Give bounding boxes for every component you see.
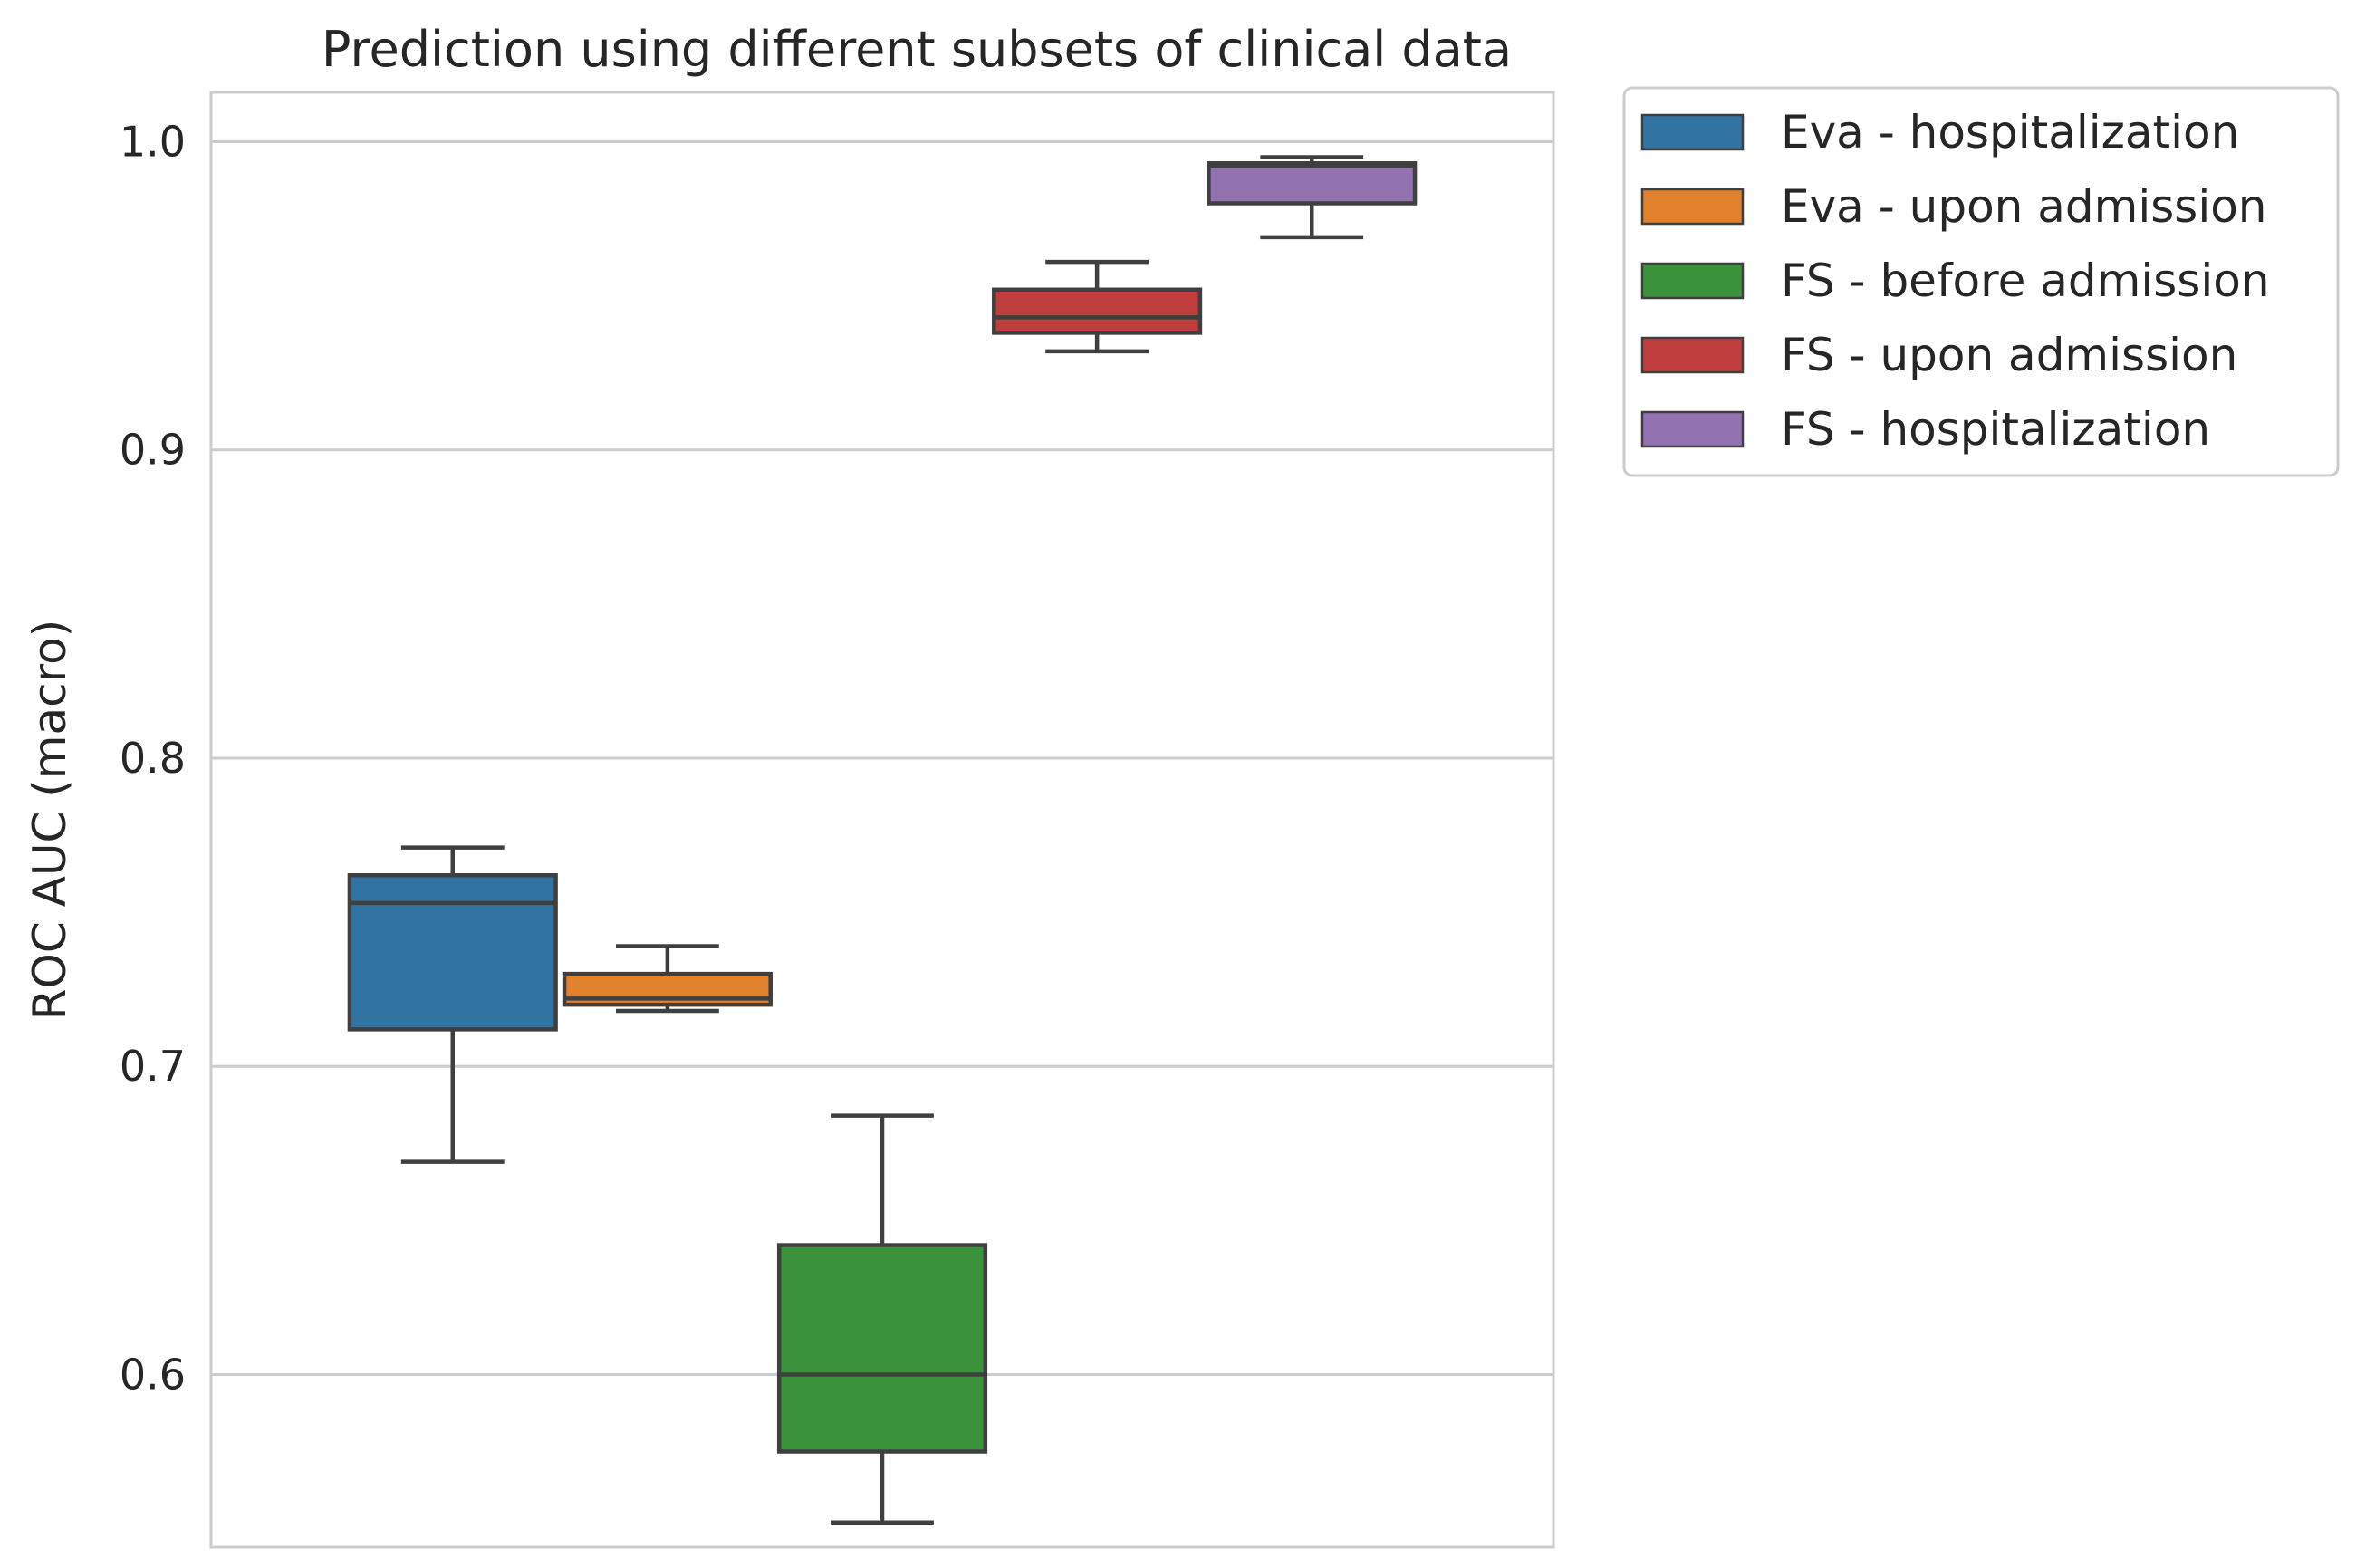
box-plots [347, 155, 1418, 1525]
plot-frame [209, 91, 1555, 1549]
legend-label: Eva - hospitalization [1781, 106, 2239, 159]
box [992, 287, 1203, 335]
y-tick-label: 0.7 [120, 1042, 186, 1091]
legend-swatch [1640, 336, 1745, 374]
legend-label: FS - before admission [1781, 255, 2270, 307]
legend-label: FS - hospitalization [1781, 403, 2210, 456]
y-tick-label: 1.0 [120, 117, 186, 166]
box-plot [1207, 155, 1418, 240]
y-tick-label: 0.8 [120, 734, 186, 783]
legend: Eva - hospitalization Eva - upon admissio… [1622, 86, 2340, 477]
box [347, 872, 558, 1032]
legend-swatch [1640, 188, 1745, 226]
legend-item: Eva - hospitalization [1640, 106, 2239, 159]
legend-swatch [1640, 410, 1745, 448]
gridlines [211, 139, 1553, 1376]
y-tick-labels: 0.6 0.7 0.8 0.9 1.0 [120, 117, 186, 1399]
box [1207, 161, 1418, 206]
legend-frame [1622, 86, 2340, 477]
legend-item: FS - before admission [1640, 255, 2270, 307]
box [776, 1243, 988, 1454]
legend-label: Eva - upon admission [1781, 180, 2267, 233]
box-plot [776, 1113, 988, 1525]
legend-label: FS - upon admission [1781, 329, 2237, 381]
legend-item: FS - hospitalization [1640, 403, 2210, 456]
box-plot [347, 845, 558, 1164]
legend-swatch [1640, 262, 1745, 300]
legend-swatch [1640, 113, 1745, 151]
y-axis-label: ROC AUC (macro) [24, 620, 76, 1020]
box-plot [562, 944, 773, 1014]
legend-item: Eva - upon admission [1640, 180, 2267, 233]
y-tick-label: 0.9 [120, 426, 186, 475]
box-plot [992, 259, 1203, 354]
chart-title: Prediction using different subsets of cl… [322, 21, 1512, 78]
y-tick-label: 0.6 [120, 1350, 186, 1399]
legend-item: FS - upon admission [1640, 329, 2237, 381]
